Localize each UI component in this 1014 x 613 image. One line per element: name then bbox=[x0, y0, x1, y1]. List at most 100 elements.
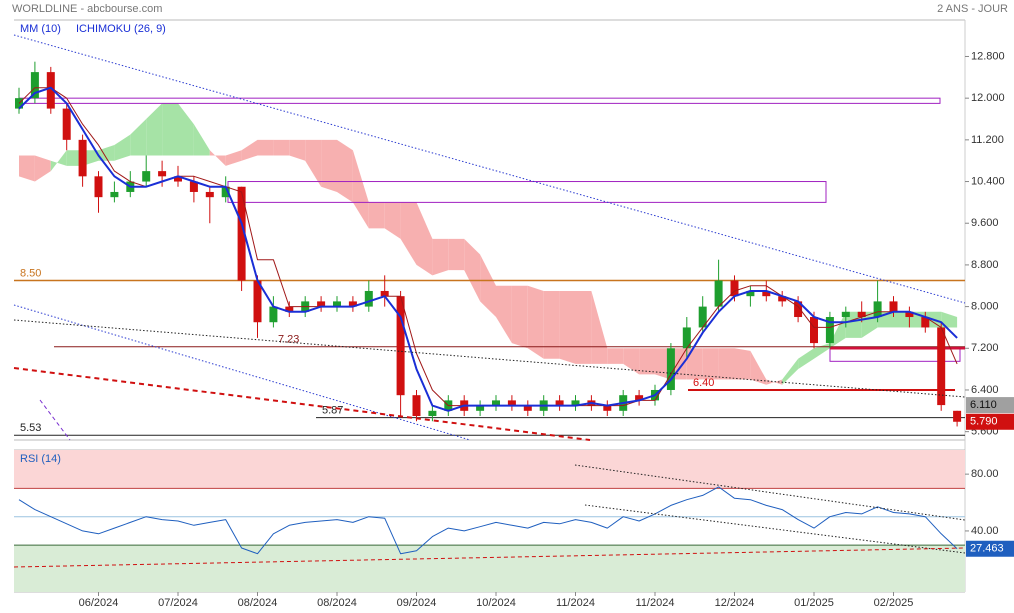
ichimoku-cloud bbox=[734, 348, 751, 380]
rsi-oversold-zone bbox=[14, 545, 965, 592]
candle-body bbox=[269, 306, 278, 323]
rsi-trendline bbox=[584, 504, 966, 554]
y-tick-label: 12.000 bbox=[971, 92, 1005, 104]
rsi-tag bbox=[966, 540, 1014, 557]
ichimoku-cloud bbox=[766, 379, 783, 385]
ichimoku-cloud bbox=[623, 348, 640, 375]
candle-body bbox=[873, 301, 882, 318]
ichimoku-cloud bbox=[209, 150, 226, 166]
ichimoku-cloud bbox=[464, 238, 481, 302]
ichimoku-cloud bbox=[273, 139, 290, 156]
x-tick-label: 08/2024 bbox=[317, 597, 357, 609]
level-label: 8.50 bbox=[20, 267, 41, 279]
candle-body bbox=[905, 311, 914, 318]
ichimoku-cloud bbox=[368, 202, 385, 229]
ichimoku-cloud bbox=[496, 285, 512, 344]
ichimoku-cloud bbox=[178, 103, 194, 156]
candle-body bbox=[603, 405, 612, 411]
candle-body bbox=[412, 395, 421, 417]
candle-body bbox=[221, 186, 230, 198]
candle-body bbox=[698, 306, 707, 328]
x-tick-label: 10/2024 bbox=[476, 597, 516, 609]
ichimoku-cloud bbox=[146, 103, 163, 156]
ichimoku-cloud bbox=[321, 139, 337, 192]
trendline bbox=[39, 399, 71, 441]
trendline bbox=[13, 304, 471, 441]
candle-body bbox=[333, 301, 341, 307]
x-tick-label: 09/2024 bbox=[397, 597, 437, 609]
candle-body bbox=[285, 306, 294, 312]
ichimoku-cloud bbox=[114, 134, 131, 161]
ichimoku-cloud bbox=[289, 139, 306, 161]
ichimoku-cloud bbox=[98, 145, 115, 161]
legend-ma: MM (10) bbox=[20, 23, 61, 35]
ichimoku-cloud bbox=[19, 155, 35, 182]
rsi-line bbox=[18, 486, 958, 555]
y-tick-label: 11.200 bbox=[971, 134, 1004, 146]
price-tag bbox=[966, 413, 1014, 430]
ichimoku-cloud bbox=[607, 348, 624, 364]
candle-body bbox=[857, 311, 866, 318]
candle-body bbox=[237, 186, 246, 281]
plot: 8.507.236.405.875.53 5.6006.4007.2008.000… bbox=[14, 50, 1014, 609]
candle-body bbox=[142, 171, 151, 182]
legend-rsi: RSI (14) bbox=[20, 453, 61, 465]
x-tick-label: 11/2024 bbox=[636, 597, 675, 609]
trendline bbox=[13, 319, 966, 398]
rsi-trendline bbox=[574, 464, 966, 521]
legend-ichimoku: ICHIMOKU (26, 9) bbox=[76, 23, 166, 35]
period: 2 ANS - JOUR bbox=[937, 3, 1008, 15]
candle-body bbox=[317, 301, 326, 307]
candle-body bbox=[825, 317, 834, 344]
candle-body bbox=[921, 317, 930, 328]
level-label: 7.23 bbox=[278, 334, 299, 346]
y-tick-label: 9.600 bbox=[971, 217, 999, 229]
moving-average bbox=[18, 86, 958, 412]
y-tick-label: 7.200 bbox=[971, 342, 999, 354]
candle-body bbox=[666, 348, 675, 390]
candle-body bbox=[62, 108, 71, 140]
price-tag-label: 6.110 bbox=[970, 399, 997, 411]
ichimoku-cloud bbox=[305, 139, 322, 187]
candle-body bbox=[94, 176, 103, 198]
candle-body bbox=[571, 400, 580, 406]
candle-body bbox=[762, 290, 771, 297]
candle-body bbox=[778, 296, 787, 302]
candle-body bbox=[78, 139, 87, 177]
candle-body bbox=[794, 301, 803, 318]
candle-body bbox=[364, 290, 373, 307]
ichimoku-cloud bbox=[559, 290, 576, 364]
trendline bbox=[13, 367, 591, 441]
ichimoku-cloud bbox=[416, 202, 433, 276]
rsi-tag-label: 27.463 bbox=[970, 543, 1004, 555]
x-tick-label: 01/2025 bbox=[794, 597, 834, 609]
candle-body bbox=[889, 301, 898, 312]
candle-body bbox=[174, 176, 182, 182]
ichimoku-cloud bbox=[384, 202, 401, 239]
ichimoku-cloud bbox=[639, 348, 655, 375]
y-tick-label: 8.000 bbox=[971, 301, 999, 313]
ichimoku-cloud bbox=[686, 348, 703, 380]
candle-body bbox=[158, 171, 167, 177]
ichimoku-cloud bbox=[400, 202, 417, 265]
ichimoku-cloud bbox=[575, 290, 592, 364]
candle-body bbox=[746, 290, 755, 297]
level-label: 6.40 bbox=[693, 377, 714, 389]
ichimoku-cloud bbox=[257, 139, 274, 156]
y-tick-label: 8.800 bbox=[971, 259, 999, 271]
y-tick-label: 6.400 bbox=[971, 384, 999, 396]
rsi-y-tick-label: 80.00 bbox=[971, 468, 999, 480]
ichimoku-cloud bbox=[527, 285, 544, 359]
candle-body bbox=[189, 181, 198, 192]
candle-body bbox=[841, 311, 850, 318]
x-tick-label: 11/2024 bbox=[556, 597, 595, 609]
candle-body bbox=[714, 280, 723, 307]
trendline bbox=[13, 34, 966, 304]
x-tick-label: 08/2024 bbox=[238, 597, 278, 609]
y-tick-label: 12.800 bbox=[971, 50, 1005, 62]
ichimoku-cloud bbox=[941, 311, 958, 328]
ichimoku-cloud bbox=[591, 290, 608, 364]
ichimoku-cloud bbox=[432, 238, 449, 276]
ichimoku-cloud bbox=[750, 350, 767, 385]
candle-body bbox=[110, 191, 119, 198]
